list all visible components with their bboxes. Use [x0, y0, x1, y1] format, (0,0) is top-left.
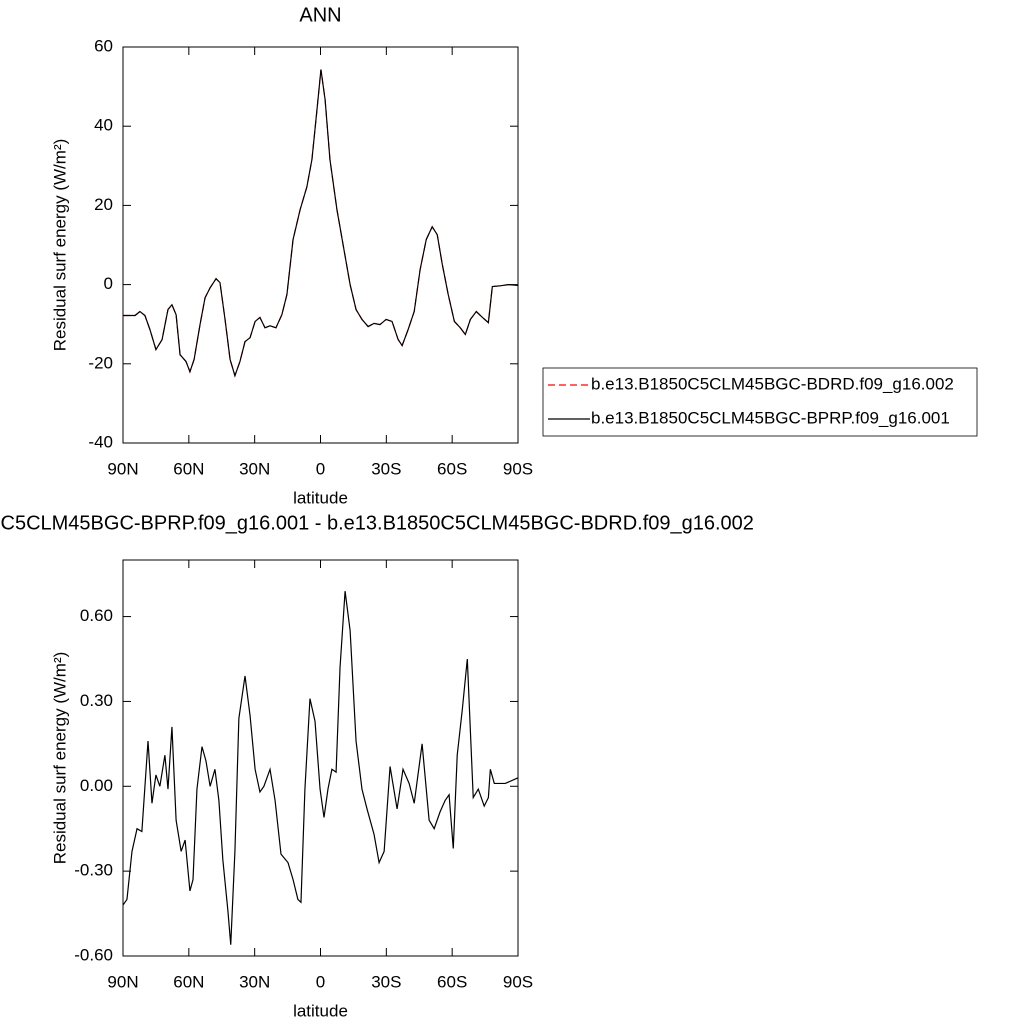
- x-tick-label: 0: [316, 459, 325, 478]
- data-line: [123, 69, 519, 378]
- plot-frame: [122, 46, 519, 444]
- y-axis-label: Residual surf energy (W/m²): [50, 139, 69, 352]
- y-tick-label: 0.60: [80, 606, 113, 625]
- x-tick-label: 90N: [107, 972, 138, 991]
- y-tick-label: 0: [104, 274, 113, 293]
- x-tick-label: 60S: [437, 972, 467, 991]
- legend-label: b.e13.B1850C5CLM45BGC-BPRP.f09_g16.001: [591, 408, 950, 427]
- x-tick-label: 60S: [437, 459, 467, 478]
- data-line: [123, 69, 519, 378]
- chart-title: ANN: [299, 4, 341, 26]
- data-line: [122, 591, 519, 945]
- y-tick-label: -0.30: [74, 861, 113, 880]
- y-axis-label: Residual surf energy (W/m²): [50, 652, 69, 865]
- y-tick-label: 40: [94, 116, 113, 135]
- legend-box: [542, 367, 978, 437]
- x-tick-label: 60N: [173, 459, 204, 478]
- x-tick-label: 30S: [371, 459, 401, 478]
- x-tick-label: 90S: [503, 972, 533, 991]
- y-tick-label: -20: [88, 353, 113, 372]
- y-tick-label: 0.30: [80, 691, 113, 710]
- y-tick-label: 20: [94, 195, 113, 214]
- plot-frame: [122, 559, 519, 957]
- x-tick-label: 30S: [371, 972, 401, 991]
- x-axis-label: latitude: [293, 1001, 348, 1020]
- x-tick-label: 90S: [503, 459, 533, 478]
- x-tick-label: 0: [316, 972, 325, 991]
- x-axis-label: latitude: [293, 488, 348, 507]
- chart-title: b.e13.B1850C5CLM45BGC-BPRP.f09_g16.001 -…: [0, 512, 754, 534]
- y-tick-label: -40: [88, 432, 113, 451]
- x-tick-label: 90N: [107, 459, 138, 478]
- x-tick-label: 30N: [239, 459, 270, 478]
- x-tick-label: 30N: [239, 972, 270, 991]
- x-tick-label: 60N: [173, 972, 204, 991]
- y-tick-label: -0.60: [74, 945, 113, 964]
- y-tick-label: 60: [94, 36, 113, 55]
- y-tick-label: 0.00: [80, 776, 113, 795]
- legend-label: b.e13.B1850C5CLM45BGC-BDRD.f09_g16.002: [591, 374, 954, 393]
